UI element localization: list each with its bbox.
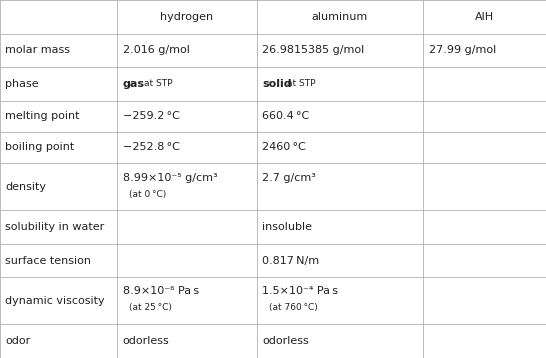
Text: 0.817 N/m: 0.817 N/m — [262, 256, 319, 266]
Text: melting point: melting point — [5, 111, 80, 121]
Text: 8.99×10⁻⁵ g/cm³: 8.99×10⁻⁵ g/cm³ — [123, 173, 217, 183]
Text: 8.9×10⁻⁶ Pa s: 8.9×10⁻⁶ Pa s — [123, 286, 199, 296]
Text: (at 0 °C): (at 0 °C) — [129, 190, 167, 199]
Text: at STP: at STP — [144, 79, 172, 88]
Text: 660.4 °C: 660.4 °C — [262, 111, 310, 121]
Text: odorless: odorless — [123, 336, 170, 346]
Text: dynamic viscosity: dynamic viscosity — [5, 296, 105, 306]
Text: boiling point: boiling point — [5, 142, 75, 153]
Text: −252.8 °C: −252.8 °C — [123, 142, 180, 153]
Text: aluminum: aluminum — [312, 12, 368, 22]
Text: hydrogen: hydrogen — [161, 12, 213, 22]
Text: density: density — [5, 182, 46, 192]
Text: 2460 °C: 2460 °C — [262, 142, 306, 153]
Text: odor: odor — [5, 336, 31, 346]
Text: 2.7 g/cm³: 2.7 g/cm³ — [262, 173, 316, 183]
Text: at STP: at STP — [287, 79, 315, 88]
Text: odorless: odorless — [262, 336, 309, 346]
Text: AlH: AlH — [475, 12, 494, 22]
Text: (at 760 °C): (at 760 °C) — [269, 304, 317, 313]
Text: insoluble: insoluble — [262, 222, 312, 232]
Text: surface tension: surface tension — [5, 256, 92, 266]
Text: 27.99 g/mol: 27.99 g/mol — [429, 45, 496, 55]
Text: 26.9815385 g/mol: 26.9815385 g/mol — [262, 45, 364, 55]
Text: −259.2 °C: −259.2 °C — [123, 111, 180, 121]
Text: 2.016 g/mol: 2.016 g/mol — [123, 45, 189, 55]
Text: (at 25 °C): (at 25 °C) — [129, 304, 173, 313]
Text: phase: phase — [5, 79, 39, 89]
Text: gas: gas — [123, 79, 145, 89]
Text: 1.5×10⁻⁴ Pa s: 1.5×10⁻⁴ Pa s — [262, 286, 338, 296]
Text: solubility in water: solubility in water — [5, 222, 105, 232]
Text: solid: solid — [262, 79, 292, 89]
Text: molar mass: molar mass — [5, 45, 70, 55]
